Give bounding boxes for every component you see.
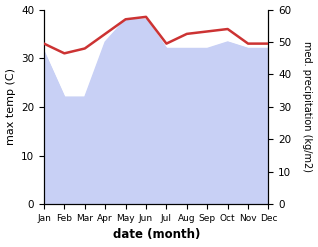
Y-axis label: med. precipitation (kg/m2): med. precipitation (kg/m2) (302, 41, 313, 172)
X-axis label: date (month): date (month) (113, 228, 200, 242)
Y-axis label: max temp (C): max temp (C) (5, 68, 16, 145)
